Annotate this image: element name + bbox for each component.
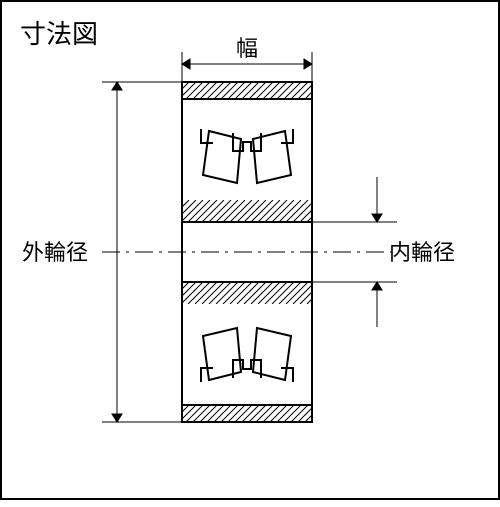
svg-text:内輪径: 内輪径 xyxy=(389,240,455,265)
svg-text:幅: 幅 xyxy=(236,36,258,61)
bearing-diagram: 幅外輪径 内輪径 xyxy=(2,2,500,502)
svg-text:外輪径: 外輪径 xyxy=(22,240,88,265)
page-frame: 寸法図 幅外輪径内輪径 xyxy=(0,0,500,500)
